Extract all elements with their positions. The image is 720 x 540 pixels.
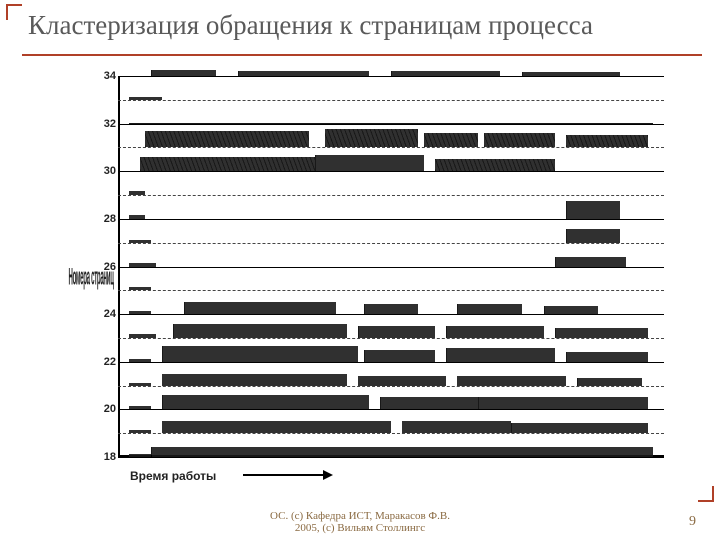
row-line <box>118 147 664 148</box>
access-band <box>555 257 626 267</box>
access-band <box>446 348 555 362</box>
access-band <box>577 378 643 386</box>
access-band <box>364 304 419 314</box>
access-band <box>129 240 151 243</box>
access-band <box>162 395 369 409</box>
slide: Кластеризация обращения к страницам проц… <box>0 0 720 540</box>
page-access-chart: Номера страниц Время работы 182022242628… <box>48 70 668 485</box>
access-band <box>484 133 555 147</box>
access-band <box>129 123 653 124</box>
access-band <box>129 454 151 457</box>
access-band <box>129 383 151 386</box>
access-band <box>162 374 348 386</box>
access-band <box>129 334 156 338</box>
access-band <box>315 155 424 171</box>
access-band <box>129 191 145 195</box>
access-band <box>140 157 315 171</box>
row-line <box>118 290 664 291</box>
x-axis-arrow <box>243 471 333 479</box>
corner-decoration <box>6 4 22 20</box>
access-band <box>424 133 479 147</box>
y-tick: 34 <box>94 70 116 82</box>
y-tick: 30 <box>94 165 116 177</box>
corner-decoration <box>698 486 714 502</box>
access-band <box>457 376 566 386</box>
access-band <box>325 129 418 147</box>
access-band <box>129 406 151 409</box>
row-line <box>118 409 664 410</box>
page-number: 9 <box>689 514 696 530</box>
access-band <box>129 215 145 219</box>
access-band <box>566 352 648 362</box>
access-band <box>238 71 369 76</box>
row-line <box>118 267 664 268</box>
row-line <box>118 100 664 101</box>
row-line <box>118 171 664 172</box>
access-band <box>162 346 359 362</box>
row-line <box>118 457 664 458</box>
access-band <box>457 304 523 314</box>
access-band <box>435 159 555 171</box>
access-band <box>129 263 156 267</box>
row-line <box>118 362 664 363</box>
row-line <box>118 386 664 387</box>
access-band <box>184 302 337 314</box>
y-tick: 22 <box>94 356 116 368</box>
row-line <box>118 195 664 196</box>
access-band <box>478 397 647 409</box>
access-band <box>555 328 648 338</box>
access-band <box>162 421 391 433</box>
access-band <box>129 287 151 290</box>
access-band <box>358 376 445 386</box>
row-line <box>118 433 664 434</box>
access-band <box>364 350 435 362</box>
access-band <box>391 71 500 76</box>
title-rule <box>22 54 702 56</box>
y-tick: 26 <box>94 261 116 273</box>
access-band <box>145 131 309 147</box>
access-band <box>544 306 599 314</box>
y-tick: 18 <box>94 451 116 463</box>
access-band <box>151 70 217 76</box>
y-tick: 32 <box>94 118 116 130</box>
access-band <box>566 229 621 243</box>
row-line <box>118 76 664 77</box>
access-band <box>511 423 648 433</box>
access-band <box>129 430 151 433</box>
row-line <box>118 124 664 125</box>
row-line <box>118 338 664 339</box>
row-line <box>118 314 664 315</box>
access-band <box>129 311 151 314</box>
row-line <box>118 243 664 244</box>
access-band <box>151 447 653 457</box>
y-tick: 20 <box>94 403 116 415</box>
access-band <box>129 359 151 362</box>
access-band <box>129 97 162 100</box>
access-band <box>402 421 511 433</box>
access-band <box>522 72 620 76</box>
y-tick: 28 <box>94 213 116 225</box>
slide-title: Кластеризация обращения к страницам проц… <box>28 10 700 41</box>
footer-line-2: 2005, (с) Вильям Столлингс <box>295 522 425 534</box>
access-band <box>173 324 348 338</box>
access-band <box>446 326 544 338</box>
y-tick: 24 <box>94 308 116 320</box>
access-band <box>566 135 648 147</box>
access-band <box>380 397 478 409</box>
row-line <box>118 219 664 220</box>
access-band <box>566 201 621 219</box>
x-axis-label: Время работы <box>130 469 216 483</box>
footer-line-1: ОС. (с) Кафедра ИСТ, Маракасов Ф.В. <box>270 510 450 522</box>
footer: ОС. (с) Кафедра ИСТ, Маракасов Ф.В. 2005… <box>0 510 720 534</box>
access-band <box>358 326 434 338</box>
